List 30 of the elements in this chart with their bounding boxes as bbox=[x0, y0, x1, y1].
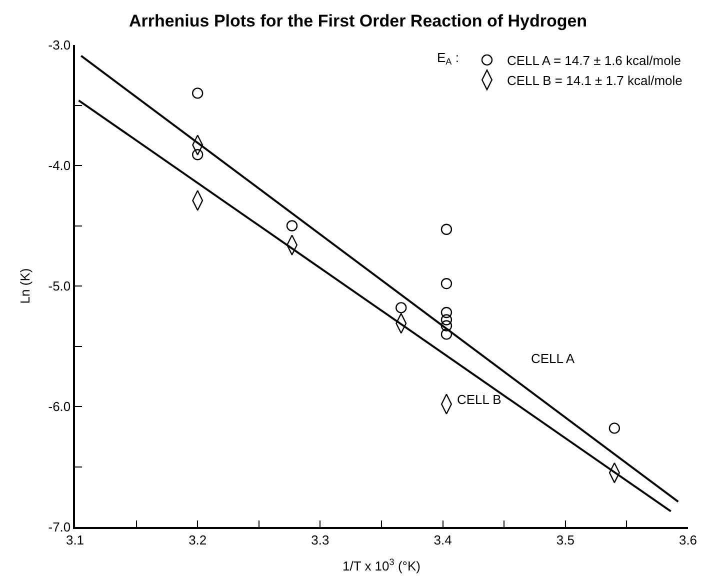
x-tick-label: 3.4 bbox=[434, 532, 452, 548]
x-tick-label: 3.2 bbox=[188, 532, 207, 548]
point bbox=[608, 422, 620, 434]
y-tick-label: -3.0 bbox=[48, 38, 71, 53]
point bbox=[440, 314, 452, 326]
point bbox=[192, 88, 204, 99]
point bbox=[440, 320, 452, 332]
y-tick-label: -7.0 bbox=[48, 520, 71, 535]
legend-title: E$_{A}$ : bbox=[437, 50, 459, 67]
x-tick-label: 3.3 bbox=[311, 532, 330, 548]
point bbox=[440, 278, 452, 290]
point bbox=[440, 224, 452, 235]
x-axis-title: 1/T x 10$^{3}$ (°K) bbox=[342, 556, 420, 574]
annotation: CELL A bbox=[531, 351, 575, 366]
y-tick-label: -4.0 bbox=[48, 158, 71, 174]
y-tick-label: -5.0 bbox=[48, 278, 71, 294]
point bbox=[286, 220, 298, 232]
point bbox=[396, 302, 407, 314]
legend-label: CELL A = 14.7 ± 1.6 kcal/mole bbox=[506, 53, 681, 68]
x-tick-label: 3.1 bbox=[66, 532, 84, 548]
legend-label: CELL B = 14.1 ± 1.7 kcal/mole bbox=[506, 72, 682, 88]
x-tick-label: 3.6 bbox=[678, 532, 698, 548]
annotation: CELL B bbox=[457, 392, 502, 407]
y-tick-label: -6.0 bbox=[48, 399, 71, 414]
point bbox=[440, 306, 452, 318]
point bbox=[440, 328, 452, 340]
point bbox=[192, 149, 204, 160]
x-tick-label: 3.5 bbox=[556, 532, 574, 548]
chart-title: Arrhenius Plots for the First Order Reaction of Hydrogen bbox=[128, 12, 588, 31]
y-axis-title: Ln (K) bbox=[18, 268, 33, 304]
